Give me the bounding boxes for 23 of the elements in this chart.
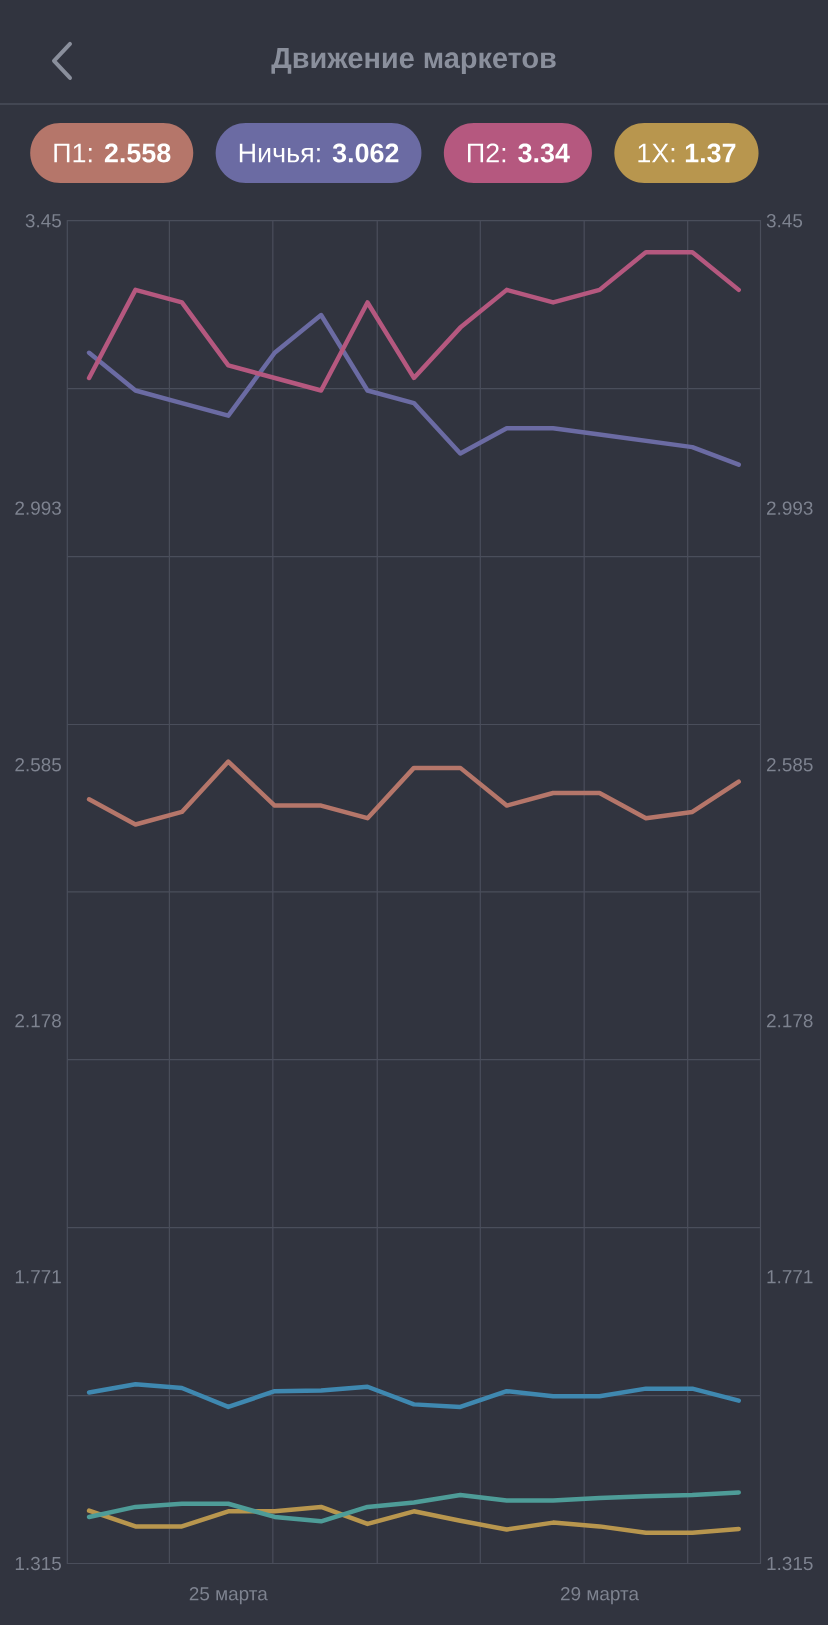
text: П1: 2.558 bbox=[54, 143, 171, 163]
line-series bbox=[86, 1504, 741, 1535]
line-series bbox=[86, 1382, 741, 1410]
y-tick-label: 2.178 bbox=[15, 1014, 61, 1028]
y2-tick-label: 2.585 bbox=[766, 758, 813, 772]
y2-tick-label: 1.315 bbox=[767, 1556, 813, 1571]
y2-tick-label: 2.178 bbox=[766, 1014, 813, 1028]
y2-tick-label: 1.771 bbox=[767, 1270, 813, 1284]
x-tick-label: 25 марта bbox=[189, 1587, 268, 1605]
line-series bbox=[86, 759, 741, 827]
y-tick-label: 1.771 bbox=[15, 1270, 61, 1284]
y-tick-label: 2.585 bbox=[15, 758, 61, 772]
y-tick-label: 3.45 bbox=[25, 213, 61, 228]
line-series bbox=[86, 1490, 741, 1524]
y-tick-label: 2.993 bbox=[15, 501, 61, 515]
text: Ничья: 3.062 bbox=[239, 143, 399, 163]
y2-tick-label: 2.993 bbox=[766, 501, 813, 515]
text: П2: 3.34 bbox=[468, 143, 570, 163]
x-tick-label: 29 марта bbox=[561, 1587, 639, 1605]
y2-tick-label: 3.45 bbox=[766, 213, 803, 228]
chart-title: Движение маркетов bbox=[271, 48, 556, 74]
text: 1X: 1.37 bbox=[638, 143, 736, 163]
y-tick-label: 1.315 bbox=[15, 1556, 61, 1571]
